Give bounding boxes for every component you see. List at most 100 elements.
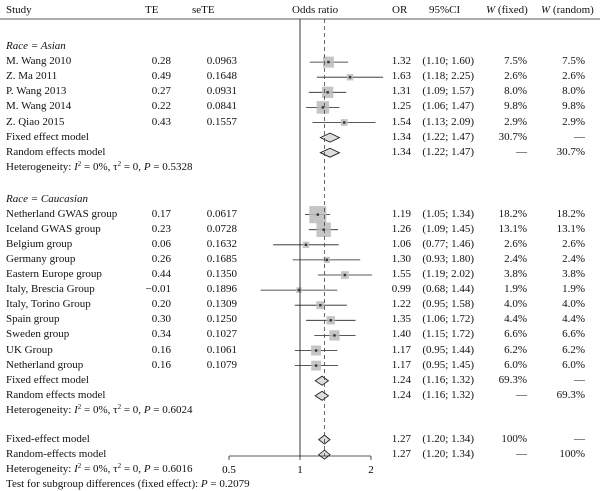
study-or: 1.06 — [391, 237, 411, 250]
study-te: 0.30 — [151, 313, 171, 326]
study-or: 1.35 — [391, 313, 411, 326]
study-weight-random: 9.8% — [562, 100, 585, 113]
study-sete: 0.0728 — [206, 222, 237, 235]
study-name: Netherland GWAS group — [6, 207, 118, 220]
study-ci: (0.68; 1.44) — [422, 283, 474, 296]
study-te: 0.16 — [151, 358, 171, 371]
summary-weight-random: 100% — [559, 447, 585, 460]
summary-or: 1.24 — [391, 388, 411, 401]
header-w-fixed: W (fixed) — [486, 4, 528, 16]
study-sete: 0.1079 — [206, 358, 237, 371]
study-weight-fixed: 13.1% — [498, 222, 527, 235]
study-point — [322, 228, 325, 231]
study-ci: (1.06; 1.72) — [422, 313, 474, 326]
study-or: 1.22 — [391, 298, 411, 311]
study-te: 0.16 — [151, 343, 171, 356]
study-weight-random: 3.8% — [562, 268, 585, 280]
study-weight-random: 2.6% — [562, 70, 585, 83]
study-point — [343, 121, 346, 124]
study-or: 1.19 — [391, 207, 411, 220]
summary-weight-random: — — [574, 373, 585, 386]
study-sete: 0.1685 — [206, 252, 237, 265]
study-weight-fixed: 6.6% — [504, 328, 527, 341]
study-point — [343, 273, 347, 277]
study-sete: 0.1896 — [206, 283, 237, 296]
study-or: 1.55 — [391, 268, 411, 280]
summary-name: Random effects model — [6, 145, 106, 158]
study-or: 1.40 — [391, 328, 411, 341]
study-weight-random: 6.6% — [562, 328, 585, 341]
study-sete: 0.1027 — [206, 328, 237, 341]
study-weight-fixed: 7.5% — [504, 55, 527, 68]
study-or: 1.26 — [391, 222, 411, 235]
study-or: 1.25 — [391, 100, 411, 113]
study-ci: (0.95; 1.44) — [422, 343, 474, 356]
group-label: Race = Asian — [6, 40, 66, 52]
study-sete: 0.1061 — [206, 343, 237, 356]
study-or: 1.17 — [391, 343, 411, 356]
study-name: UK Group — [6, 343, 53, 356]
study-ci: (1.09; 1.57) — [422, 85, 474, 98]
study-te: 0.22 — [151, 100, 171, 113]
study-weight-fixed: 1.9% — [504, 283, 527, 296]
study-sete: 0.0841 — [206, 100, 237, 113]
group-label: Race = Caucasian — [6, 192, 88, 205]
summary-name: Random-effects model — [6, 447, 107, 460]
study-ci: (1.06; 1.47) — [422, 100, 474, 113]
summary-diamond — [314, 390, 330, 401]
summary-name: Random effects model — [6, 388, 106, 401]
summary-or: 1.27 — [391, 447, 411, 460]
header-odds-ratio: Odds ratio — [292, 4, 339, 16]
study-te: 0.06 — [151, 237, 171, 250]
study-weight-fixed: 6.0% — [504, 358, 527, 371]
study-point — [321, 106, 325, 109]
study-sete: 0.1250 — [206, 313, 237, 326]
summary-name: Fixed effect model — [6, 130, 89, 143]
study-ci: (1.19; 2.02) — [422, 268, 474, 280]
summary-or: 1.34 — [391, 130, 411, 143]
study-or: 0.99 — [391, 283, 411, 296]
study-te: 0.27 — [151, 85, 171, 98]
study-name: Sweden group — [6, 328, 70, 341]
heterogeneity-text: Heterogeneity: I2 = 0%, τ2 = 0, P = 0.60… — [6, 402, 193, 416]
study-name: Germany group — [6, 252, 76, 265]
summary-ci: (1.20; 1.34) — [422, 432, 474, 445]
summary-weight-random: 30.7% — [556, 145, 585, 158]
summary-ci: (1.22; 1.47) — [422, 145, 474, 158]
study-weight-fixed: 2.6% — [504, 237, 527, 250]
study-weight-random: 7.5% — [562, 55, 585, 68]
study-sete: 0.1648 — [206, 70, 237, 83]
study-name: M. Wang 2014 — [6, 100, 72, 113]
study-te: 0.34 — [151, 328, 171, 341]
study-weight-random: 1.9% — [562, 283, 585, 296]
summary-name: Fixed-effect model — [6, 432, 90, 445]
study-or: 1.32 — [391, 55, 411, 68]
study-te: 0.26 — [151, 252, 171, 265]
study-weight-random: 2.4% — [562, 252, 585, 265]
summary-or: 1.34 — [391, 145, 411, 158]
header-w-random: W (random) — [541, 4, 594, 16]
study-point — [348, 76, 352, 79]
study-weight-random: 13.1% — [556, 222, 585, 235]
study-point — [314, 364, 318, 367]
study-or: 1.54 — [391, 115, 411, 128]
study-te: 0.44 — [151, 268, 171, 280]
study-weight-fixed: 2.9% — [504, 115, 527, 128]
study-name: P. Wang 2013 — [6, 85, 67, 98]
study-point — [326, 91, 329, 94]
summary-weight-random: — — [574, 130, 585, 143]
study-point — [333, 334, 336, 337]
study-point — [314, 349, 318, 352]
study-weight-fixed: 4.0% — [504, 298, 527, 311]
summary-ci: (1.20; 1.34) — [422, 447, 474, 460]
study-te: 0.23 — [151, 222, 171, 235]
summary-weight-random: 69.3% — [556, 388, 585, 401]
study-te: 0.43 — [151, 115, 171, 128]
summary-diamond — [319, 132, 341, 143]
study-weight-random: 18.2% — [556, 207, 585, 220]
study-weight-fixed: 2.4% — [504, 252, 527, 265]
study-or: 1.30 — [391, 252, 411, 265]
study-sete: 0.1350 — [206, 268, 237, 280]
study-weight-random: 4.0% — [562, 298, 585, 311]
header-sete: seTE — [192, 4, 215, 16]
